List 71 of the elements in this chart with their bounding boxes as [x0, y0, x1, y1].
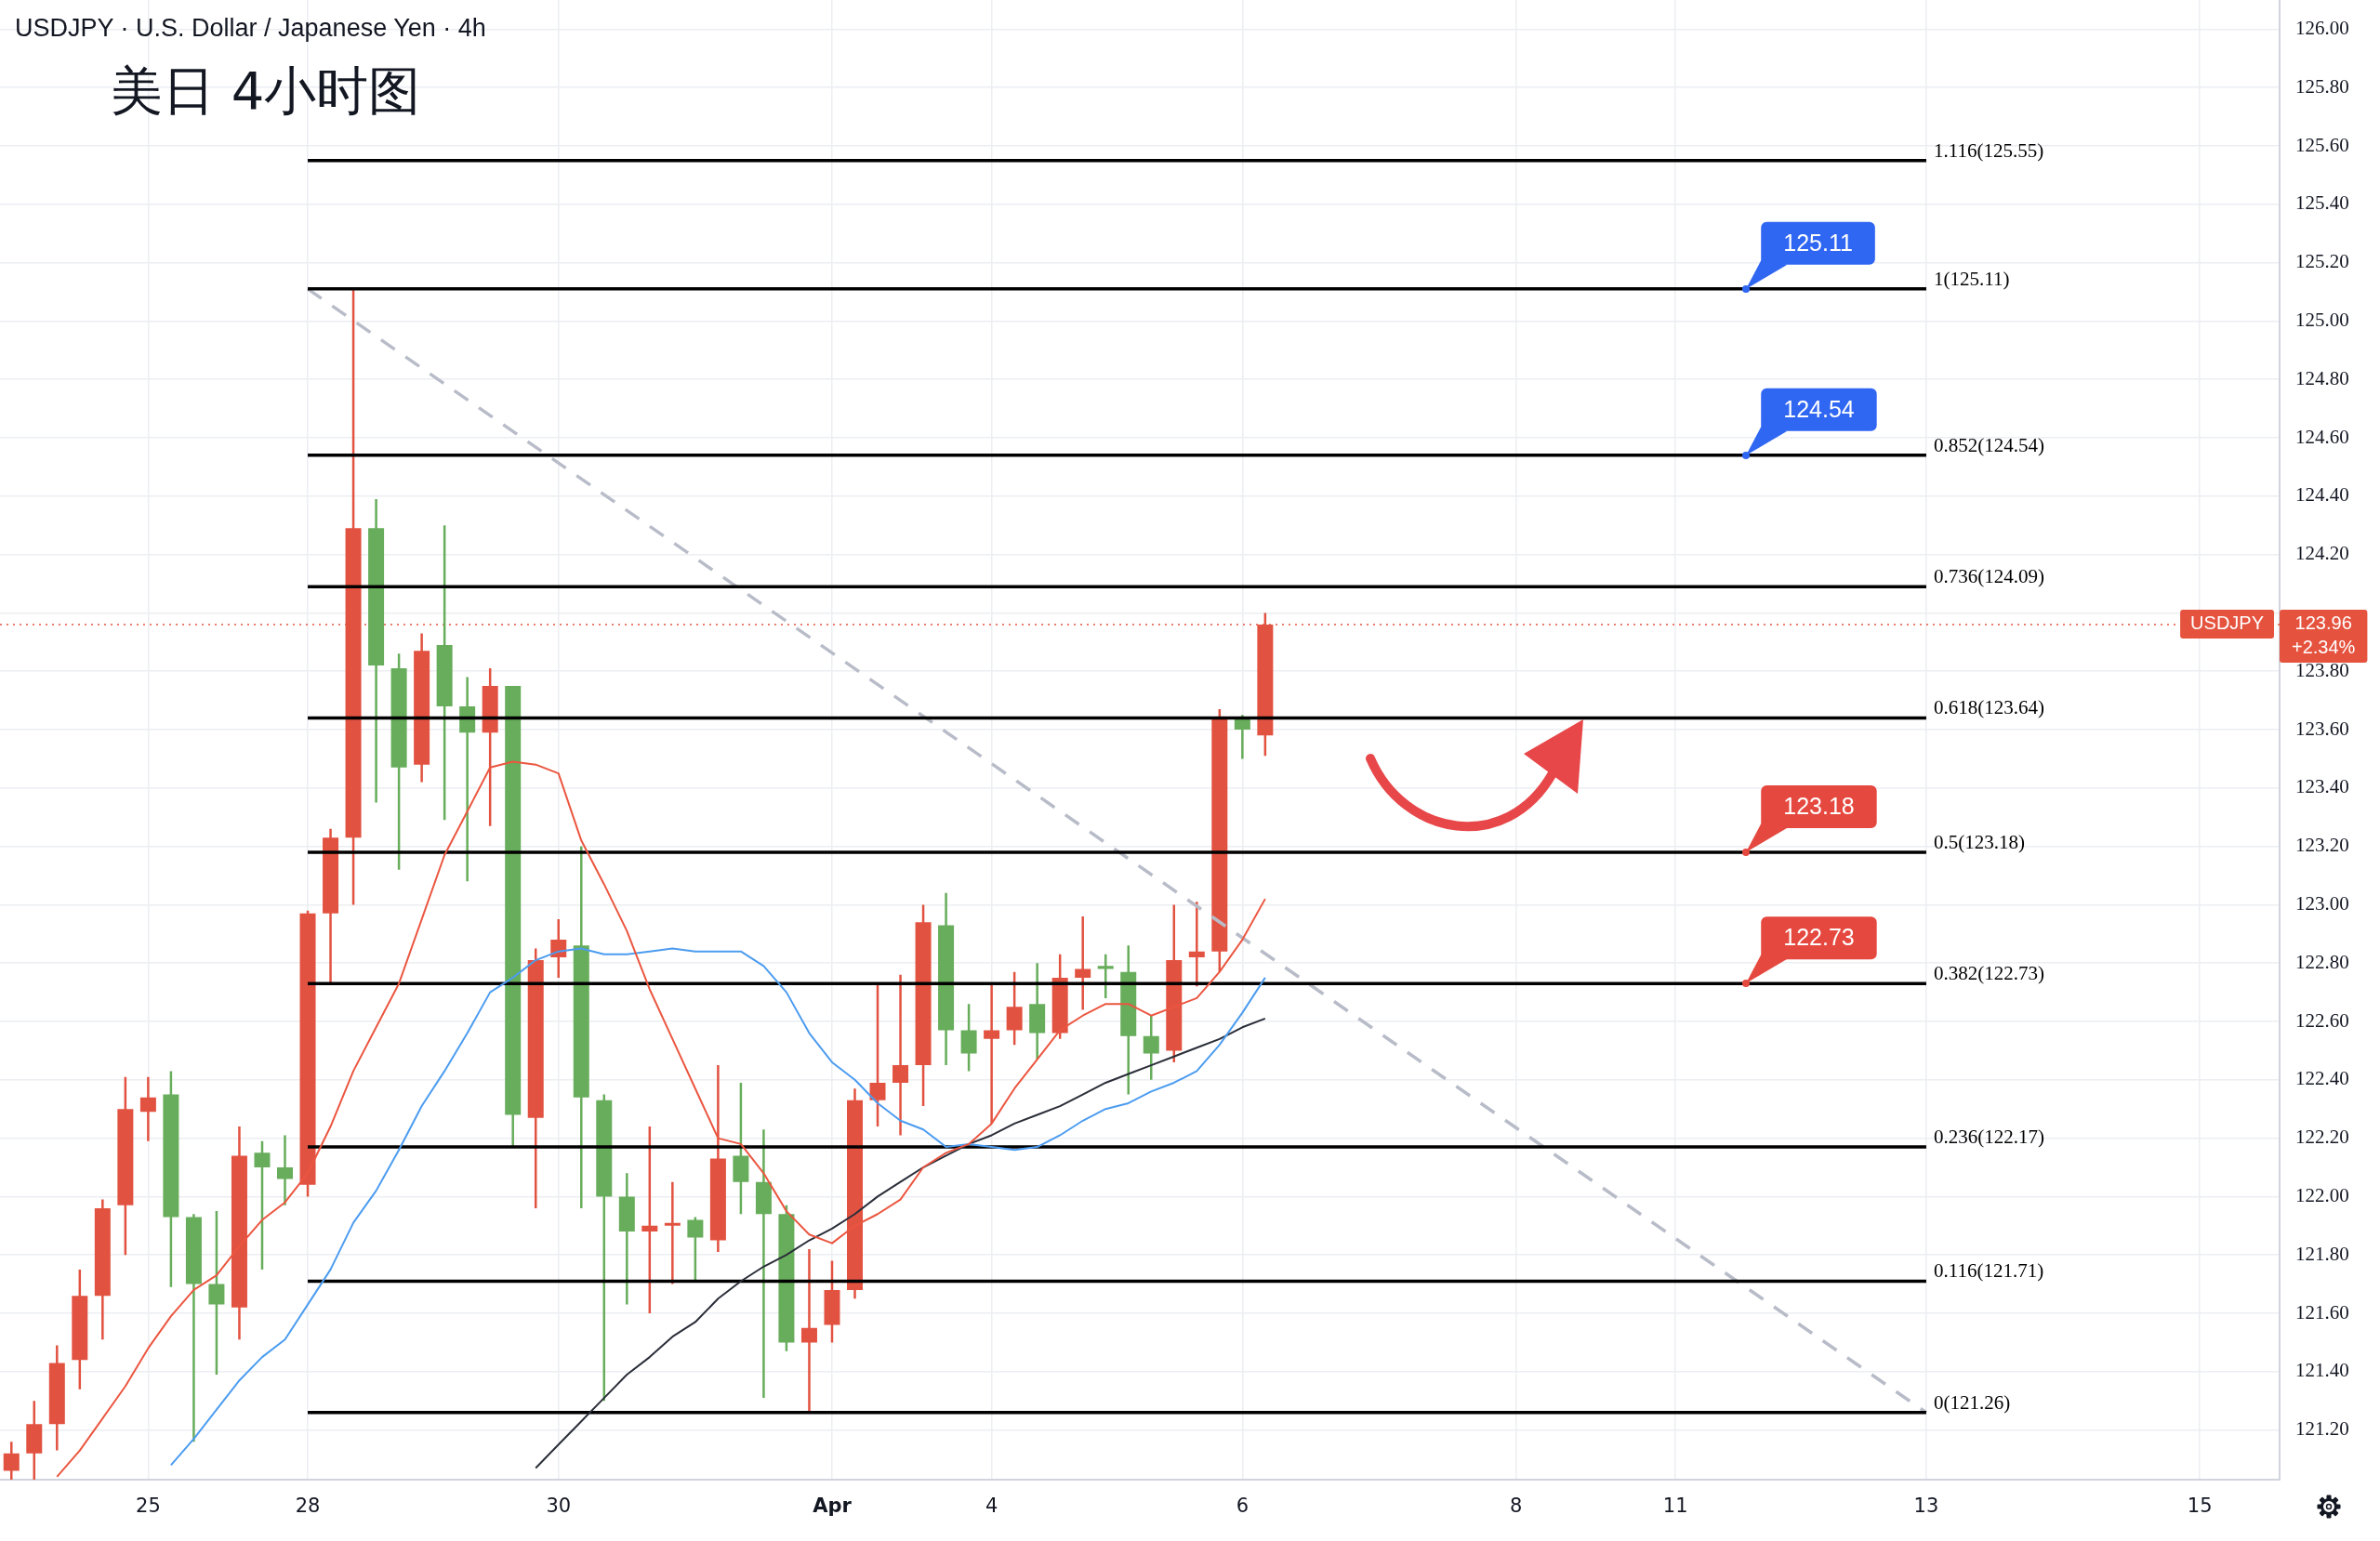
- x-tick-label: 30: [546, 1495, 572, 1518]
- candlestick: [277, 1135, 293, 1205]
- y-tick-label: 122.60: [2295, 1008, 2349, 1032]
- x-tick-label: 15: [2187, 1495, 2213, 1518]
- candlestick: [139, 1076, 156, 1141]
- annotation: 125.11: [1783, 229, 1853, 256]
- text: +2.34%: [2292, 637, 2356, 658]
- candlestick: [1029, 963, 1046, 1060]
- y-tick-label: 122.00: [2295, 1183, 2349, 1206]
- y-tick-label: 122.80: [2295, 950, 2349, 973]
- y-tick-label: 121.60: [2295, 1300, 2349, 1324]
- y-tick-label: 121.40: [2295, 1359, 2349, 1382]
- y-tick-label: 124.20: [2295, 542, 2349, 565]
- x-tick-label: 6: [1236, 1495, 1250, 1518]
- series-label: 1(125.11): [1933, 267, 2010, 290]
- y-tick-label: 122.40: [2295, 1067, 2349, 1090]
- candlestick: [755, 1129, 772, 1399]
- series-label: 0.736(124.09): [1933, 565, 2044, 588]
- y-tick-label: 125.60: [2295, 133, 2349, 156]
- x-tick-label: 13: [1913, 1495, 1939, 1518]
- y-tick-label: 124.60: [2295, 425, 2349, 448]
- x-tick-label: 28: [295, 1495, 321, 1518]
- series-label: 0.236(122.17): [1933, 1126, 2044, 1149]
- series-label: 0.852(124.54): [1933, 433, 2044, 456]
- y-tick-label: 122.20: [2295, 1126, 2349, 1149]
- y-tick-label: 121.20: [2295, 1417, 2349, 1441]
- candlestick: [1188, 902, 1205, 987]
- y-tick-label: 123.20: [2295, 834, 2349, 857]
- candlestick: [709, 1065, 726, 1253]
- x-tick-label: 11: [1662, 1495, 1688, 1518]
- candlestick: [800, 1248, 817, 1413]
- y-tick-label: 121.80: [2295, 1242, 2349, 1265]
- candlestick: [368, 498, 385, 803]
- candlestick: [892, 974, 909, 1136]
- candlestick: [1075, 915, 1091, 1010]
- text: 美日 4小时图: [111, 59, 421, 121]
- ref-line-label: 123.96: [2294, 612, 2352, 634]
- annotation: 124.54: [1783, 395, 1855, 422]
- series-label: 0.5(123.18): [1933, 830, 2025, 853]
- candlestick: [664, 1181, 681, 1284]
- y-tick-label: 124.40: [2295, 483, 2349, 507]
- x-tick-label: 4: [985, 1495, 998, 1518]
- candlestick: [984, 983, 1000, 1124]
- series-label: 0.116(121.71): [1933, 1259, 2044, 1283]
- candlestick: [618, 1173, 635, 1305]
- annotation: 123.18: [1783, 792, 1855, 819]
- candlestick: [3, 1442, 20, 1480]
- series-label: 1.116(125.55): [1933, 138, 2044, 162]
- y-tick-label: 123.40: [2295, 775, 2349, 798]
- y-tick-label: 123.00: [2295, 891, 2349, 915]
- text: USDJPY · U.S. Dollar / Japanese Yen · 4h: [15, 14, 486, 43]
- x-tick-label: Apr: [813, 1495, 853, 1518]
- y-tick-label: 125.80: [2295, 74, 2349, 98]
- x-tick-label: 8: [1509, 1495, 1523, 1518]
- series-label: 0.382(122.73): [1933, 962, 2044, 985]
- series-label: 0.618(123.64): [1933, 696, 2044, 719]
- candlestick: [48, 1345, 65, 1451]
- y-tick-label: 123.60: [2295, 717, 2349, 740]
- y-tick-label: 126.00: [2295, 16, 2349, 39]
- annotation: 122.73: [1783, 924, 1855, 951]
- y-tick-label: 125.20: [2295, 250, 2349, 273]
- y-tick-label: 124.80: [2295, 366, 2349, 389]
- series-label: 0(121.26): [1933, 1390, 2011, 1414]
- y-tick-label: 125.00: [2295, 308, 2349, 331]
- y-tick-label: 123.80: [2295, 658, 2349, 681]
- annotation: USDJPY: [2190, 612, 2264, 634]
- y-tick-label: 125.40: [2295, 191, 2349, 215]
- candlestick: [459, 677, 476, 882]
- candlestick: [1143, 1015, 1159, 1080]
- x-tick-label: 25: [136, 1495, 161, 1518]
- candlestick: [185, 1214, 202, 1442]
